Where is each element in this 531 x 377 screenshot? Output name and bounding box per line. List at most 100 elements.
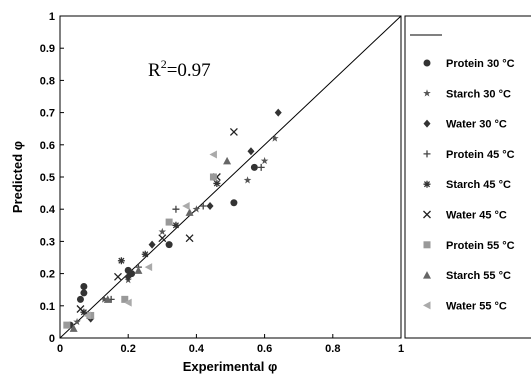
- data-point: [250, 163, 258, 171]
- x-tick-label: 0: [57, 343, 63, 355]
- data-point: [274, 108, 282, 117]
- legend-entry: Starch 45 °C: [423, 179, 511, 191]
- legend-label: Water 45 °C: [446, 210, 507, 222]
- data-point: [185, 234, 194, 243]
- legend-entry: Water 30 °C: [423, 119, 507, 131]
- y-tick-label: 0.1: [40, 301, 55, 313]
- legend-marker: [423, 241, 431, 249]
- y-tick-label: 0.4: [40, 204, 56, 216]
- legend-entry: Starch 30 °C: [423, 88, 511, 100]
- legend-label: Protein 30 °C: [446, 58, 515, 70]
- data-point: [243, 176, 252, 184]
- data-point: [192, 205, 201, 213]
- legend-marker: [423, 301, 431, 310]
- data-point: [230, 199, 238, 207]
- legend-label: Starch 30 °C: [446, 88, 511, 100]
- data-point: [124, 272, 132, 281]
- series-7-points: [63, 173, 217, 329]
- data-point: [260, 156, 269, 165]
- legend-frame: [404, 15, 531, 339]
- data-point: [172, 221, 180, 229]
- data-point: [223, 156, 232, 165]
- legend-entry: Protein 55 °C: [423, 240, 515, 252]
- legend-label: Water 30 °C: [446, 119, 507, 131]
- data-point: [182, 201, 190, 210]
- series-5-points: [80, 179, 221, 316]
- ticks-layer: 0 0.2 0.4 0.6 0.8 1 0 0.1 0.2 0.3 0.4 0.5 0.6 0.7 0.8 0…: [40, 11, 404, 355]
- legend-label: Water 55 °C: [446, 300, 507, 312]
- data-point: [80, 282, 88, 290]
- x-axis-title: Experimental φ: [183, 359, 278, 374]
- y-tick-label: 1: [49, 11, 55, 23]
- x-tick-label: 0.6: [257, 343, 272, 355]
- annotation-base: R: [148, 60, 161, 81]
- data-point: [209, 150, 217, 159]
- legend-label: Starch 55 °C: [446, 270, 511, 282]
- data-point: [206, 201, 214, 210]
- legend-marker: [423, 89, 431, 97]
- points-layer: [63, 108, 282, 332]
- data-point: [100, 295, 109, 303]
- legend-entry: Water 55 °C: [423, 300, 507, 312]
- data-point: [76, 295, 84, 303]
- legend-label: Protein 55 °C: [446, 240, 515, 252]
- reference-line: [59, 15, 402, 339]
- data-point: [158, 234, 167, 243]
- series-8-points: [69, 156, 232, 332]
- data-point: [80, 289, 88, 297]
- y-tick-label: 0.2: [40, 269, 55, 281]
- legend-label: Starch 45 °C: [446, 179, 511, 191]
- data-point: [172, 205, 180, 213]
- data-point: [114, 272, 122, 281]
- y-tick-label: 0.9: [40, 43, 55, 55]
- series-9-points: [83, 150, 217, 320]
- annotation-value: =0.97: [167, 60, 211, 81]
- data-point: [209, 173, 217, 181]
- data-point: [199, 202, 207, 210]
- data-point: [141, 250, 149, 258]
- legend-marker: [423, 180, 431, 188]
- data-point: [117, 257, 125, 265]
- reference-line-layer: [59, 15, 402, 339]
- series-2-points: [73, 134, 279, 326]
- r-squared-annotation: R2=0.97: [148, 57, 211, 81]
- x-tick-label: 0.2: [121, 343, 136, 355]
- series-4-points: [83, 163, 265, 319]
- series-3-points: [87, 108, 282, 323]
- data-point: [83, 311, 91, 320]
- y-tick-label: 0.8: [40, 75, 55, 87]
- legend-entry: Starch 55 °C: [423, 270, 511, 282]
- legend-marker: [423, 59, 431, 67]
- data-point: [76, 305, 85, 313]
- annotation-superscript: 2: [161, 57, 167, 71]
- data-point: [124, 298, 132, 307]
- data-point: [213, 179, 221, 187]
- legend-entry: Protein 30 °C: [423, 58, 515, 70]
- x-tick-label: 0.8: [325, 343, 340, 355]
- data-point: [257, 163, 265, 171]
- data-point: [271, 134, 279, 142]
- y-axis-title: Predicted φ: [10, 141, 25, 213]
- data-point: [144, 263, 153, 272]
- x-tick-label: 0.4: [189, 343, 205, 355]
- legend-marker: [423, 271, 431, 279]
- x-tick-label: 1: [398, 343, 404, 355]
- data-point: [103, 295, 112, 303]
- y-tick-label: 0.5: [40, 172, 55, 184]
- legend-marker: [423, 119, 431, 128]
- y-tick-label: 0.3: [40, 236, 55, 248]
- y-tick-label: 0.6: [40, 140, 55, 152]
- data-point: [69, 324, 78, 332]
- data-point: [121, 295, 129, 303]
- data-point: [73, 317, 81, 326]
- legend-entry: Protein 45 °C: [423, 149, 515, 161]
- legend-marker: [423, 150, 431, 158]
- data-point: [148, 240, 156, 249]
- data-point: [63, 321, 71, 329]
- data-point: [165, 241, 173, 249]
- data-point: [185, 208, 194, 216]
- y-tick-label: 0.7: [40, 108, 55, 120]
- legend-entry: Water 45 °C: [423, 210, 507, 222]
- legend-label: Protein 45 °C: [446, 149, 515, 161]
